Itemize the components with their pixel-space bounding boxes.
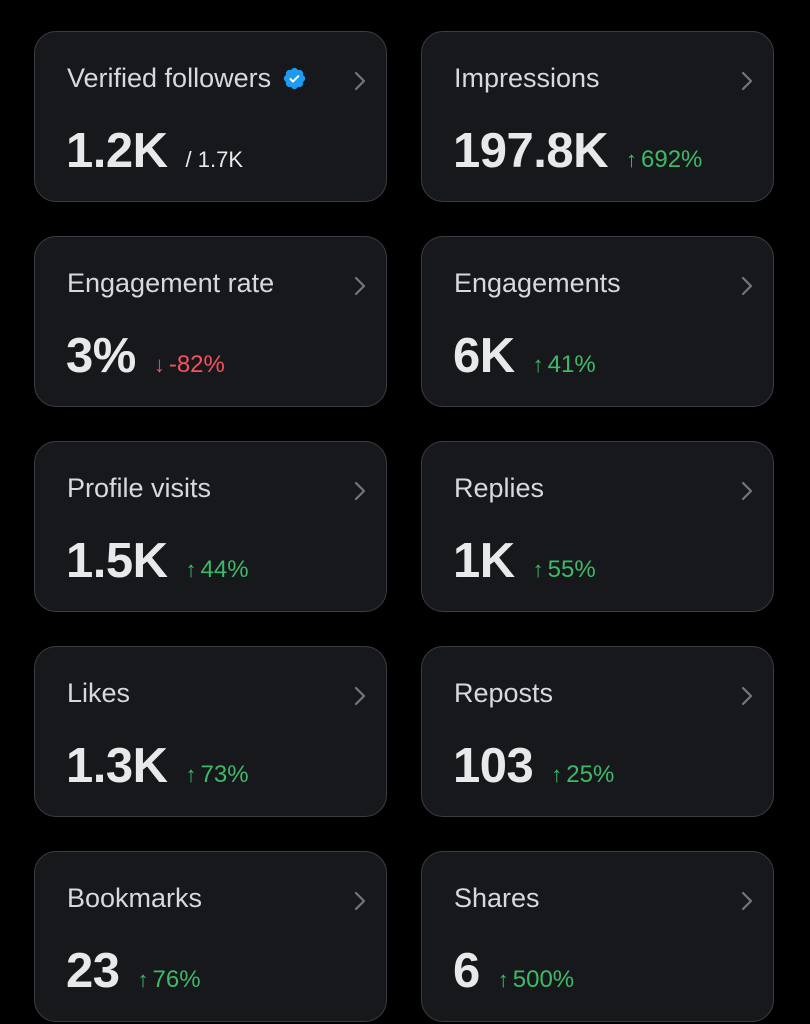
arrow-up-icon: ↑ — [551, 762, 563, 787]
card-title-text: Reposts — [454, 678, 554, 708]
arrow-up-icon: ↑ — [185, 762, 197, 787]
card-title-text: Verified followers — [67, 63, 272, 93]
metric-row: 1K ↑ 55% — [453, 533, 596, 589]
card-bookmarks[interactable]: Bookmarks 23 ↑ 76% — [34, 851, 387, 1022]
chevron-right-icon — [354, 891, 366, 911]
metric-row: 1.5K ↑ 44% — [66, 533, 249, 589]
card-title-text: Shares — [454, 883, 540, 913]
change-value: 44% — [200, 556, 249, 583]
change-indicator: ↑ 55% — [533, 556, 596, 584]
metric-total: / 1.7K — [185, 147, 243, 172]
card-title: Replies — [454, 473, 544, 504]
change-indicator: ↑ 44% — [186, 556, 249, 584]
arrow-down-icon: ↓ — [153, 352, 165, 377]
change-value: 55% — [547, 556, 596, 583]
change-indicator: ↑ 25% — [551, 761, 614, 789]
card-title: Profile visits — [67, 473, 211, 504]
card-title: Verified followers — [67, 63, 307, 94]
chevron-right-icon — [741, 481, 753, 501]
change-indicator: ↑ 76% — [138, 966, 201, 994]
change-value: 76% — [152, 966, 201, 993]
card-title: Bookmarks — [67, 883, 202, 914]
card-title: Reposts — [454, 678, 553, 709]
card-title-text: Impressions — [454, 63, 600, 93]
change-value: 25% — [566, 761, 615, 788]
metric-value: 1.5K — [66, 534, 168, 588]
metric-value: 23 — [66, 944, 120, 998]
arrow-up-icon: ↑ — [532, 557, 544, 582]
metric-row: 6K ↑ 41% — [453, 328, 596, 384]
chevron-right-icon — [354, 71, 366, 91]
metric-row: 6 ↑ 500% — [453, 943, 574, 999]
chevron-right-icon — [741, 71, 753, 91]
change-indicator: ↓ -82% — [154, 351, 225, 379]
card-title-text: Replies — [454, 473, 545, 503]
change-indicator: ↑ 500% — [498, 966, 574, 994]
card-shares[interactable]: Shares 6 ↑ 500% — [421, 851, 774, 1022]
chevron-right-icon — [741, 686, 753, 706]
card-title: Shares — [454, 883, 540, 914]
chevron-right-icon — [741, 891, 753, 911]
metric-value: 6 — [453, 944, 480, 998]
chevron-right-icon — [354, 276, 366, 296]
change-value: 500% — [512, 966, 575, 993]
metric-value: 197.8K — [453, 124, 609, 178]
card-title-text: Profile visits — [67, 473, 212, 503]
metric-row: 197.8K ↑ 692% — [453, 123, 702, 179]
change-value: 73% — [200, 761, 249, 788]
card-profile-visits[interactable]: Profile visits 1.5K ↑ 44% — [34, 441, 387, 612]
chevron-right-icon — [354, 481, 366, 501]
card-title-text: Likes — [67, 678, 131, 708]
metric-value: 1K — [453, 534, 515, 588]
metric-value: 1.3K — [66, 739, 168, 793]
arrow-up-icon: ↑ — [185, 557, 197, 582]
change-value: 692% — [641, 146, 703, 173]
card-title: Engagements — [454, 268, 621, 299]
card-likes[interactable]: Likes 1.3K ↑ 73% — [34, 646, 387, 817]
arrow-up-icon: ↑ — [626, 147, 638, 172]
metric-row: 1.2K / 1.7K — [66, 123, 243, 179]
change-indicator: ↑ 692% — [626, 146, 702, 174]
metric-row: 3% ↓ -82% — [66, 328, 225, 384]
arrow-up-icon: ↑ — [497, 967, 509, 992]
change-value: 41% — [547, 351, 596, 378]
metric-value: 6K — [453, 329, 515, 383]
change-indicator: ↑ 73% — [186, 761, 249, 789]
metric-value: 103 — [453, 739, 534, 793]
card-title-text: Engagements — [454, 268, 621, 298]
chevron-right-icon — [741, 276, 753, 296]
change-value: -82% — [168, 351, 225, 378]
change-indicator: ↑ 41% — [533, 351, 596, 379]
arrow-up-icon: ↑ — [137, 967, 149, 992]
metric-value: 1.2K — [66, 124, 168, 178]
card-impressions[interactable]: Impressions 197.8K ↑ 692% — [421, 31, 774, 202]
verified-badge-icon — [283, 67, 306, 90]
card-title: Impressions — [454, 63, 600, 94]
chevron-right-icon — [354, 686, 366, 706]
metric-row: 103 ↑ 25% — [453, 738, 614, 794]
metric-row: 1.3K ↑ 73% — [66, 738, 249, 794]
card-reposts[interactable]: Reposts 103 ↑ 25% — [421, 646, 774, 817]
card-verified-followers[interactable]: Verified followers 1.2K / 1.7K — [34, 31, 387, 202]
card-engagements[interactable]: Engagements 6K ↑ 41% — [421, 236, 774, 407]
card-engagement-rate[interactable]: Engagement rate 3% ↓ -82% — [34, 236, 387, 407]
metric-row: 23 ↑ 76% — [66, 943, 201, 999]
card-title-text: Engagement rate — [67, 268, 275, 298]
card-replies[interactable]: Replies 1K ↑ 55% — [421, 441, 774, 612]
card-title-text: Bookmarks — [67, 883, 203, 913]
metric-value: 3% — [66, 329, 136, 383]
arrow-up-icon: ↑ — [532, 352, 544, 377]
card-title: Engagement rate — [67, 268, 274, 299]
card-title: Likes — [67, 678, 130, 709]
